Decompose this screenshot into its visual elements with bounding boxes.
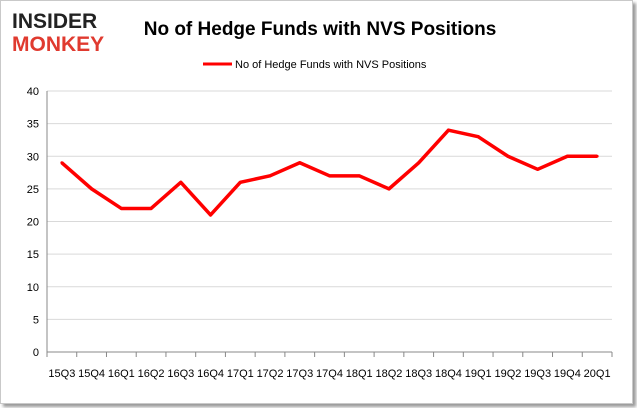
x-tick-label: 16Q1 xyxy=(108,368,135,380)
y-tick-label: 0 xyxy=(33,347,39,359)
x-tick-label: 18Q1 xyxy=(346,368,373,380)
data-point xyxy=(90,187,94,191)
data-point xyxy=(595,154,599,158)
y-tick-label: 30 xyxy=(27,151,39,163)
logo: INSIDER MONKEY xyxy=(12,10,104,56)
chart-title: No of Hedge Funds with NVS Positions xyxy=(144,19,497,40)
data-point xyxy=(328,174,331,178)
data-point xyxy=(536,167,540,171)
series-line xyxy=(60,128,598,217)
y-tick-label: 15 xyxy=(27,249,39,261)
x-tick-label: 17Q4 xyxy=(316,368,343,380)
data-point xyxy=(149,206,153,210)
data-point xyxy=(179,180,183,184)
y-tick-label: 40 xyxy=(27,86,39,98)
data-point xyxy=(119,206,123,210)
x-tick-label: 19Q1 xyxy=(465,368,492,380)
x-tick-label: 18Q3 xyxy=(405,368,432,380)
data-point xyxy=(565,154,569,158)
x-tick-label: 17Q3 xyxy=(286,368,313,380)
data-point xyxy=(298,161,302,165)
y-tick-label: 25 xyxy=(27,184,39,196)
x-tick-label: 18Q2 xyxy=(376,368,403,380)
x-tick-label: 20Q1 xyxy=(584,368,611,380)
data-point xyxy=(476,135,480,139)
x-tick-label: 17Q2 xyxy=(257,368,284,380)
data-point xyxy=(446,128,450,132)
data-point xyxy=(60,161,64,165)
legend-label: No of Hedge Funds with NVS Positions xyxy=(235,59,427,71)
x-tick-label: 16Q3 xyxy=(167,368,194,380)
x-tick-label: 18Q4 xyxy=(435,368,462,380)
y-tick-label: 35 xyxy=(27,119,39,131)
logo-line2: MONKEY xyxy=(12,33,104,56)
legend: No of Hedge Funds with NVS Positions xyxy=(203,59,427,71)
y-tick-label: 20 xyxy=(27,217,39,229)
data-point xyxy=(209,213,213,217)
data-point xyxy=(268,174,272,178)
x-tick-label: 19Q3 xyxy=(524,368,551,380)
x-tick-label: 17Q1 xyxy=(227,368,254,380)
data-point xyxy=(387,187,391,191)
x-tick-label: 19Q2 xyxy=(494,368,521,380)
y-tick-label: 5 xyxy=(33,314,39,326)
x-tick-label: 19Q4 xyxy=(554,368,581,380)
data-point xyxy=(417,161,421,165)
y-tick-label: 10 xyxy=(27,282,39,294)
data-point xyxy=(506,154,510,158)
data-point xyxy=(357,174,361,178)
x-tick-label: 16Q2 xyxy=(138,368,165,380)
x-tick-label: 15Q4 xyxy=(78,368,105,380)
data-point xyxy=(238,180,242,184)
logo-line1: INSIDER xyxy=(12,10,97,33)
x-tick-label: 16Q4 xyxy=(197,368,224,380)
x-tick-label: 15Q3 xyxy=(48,368,75,380)
